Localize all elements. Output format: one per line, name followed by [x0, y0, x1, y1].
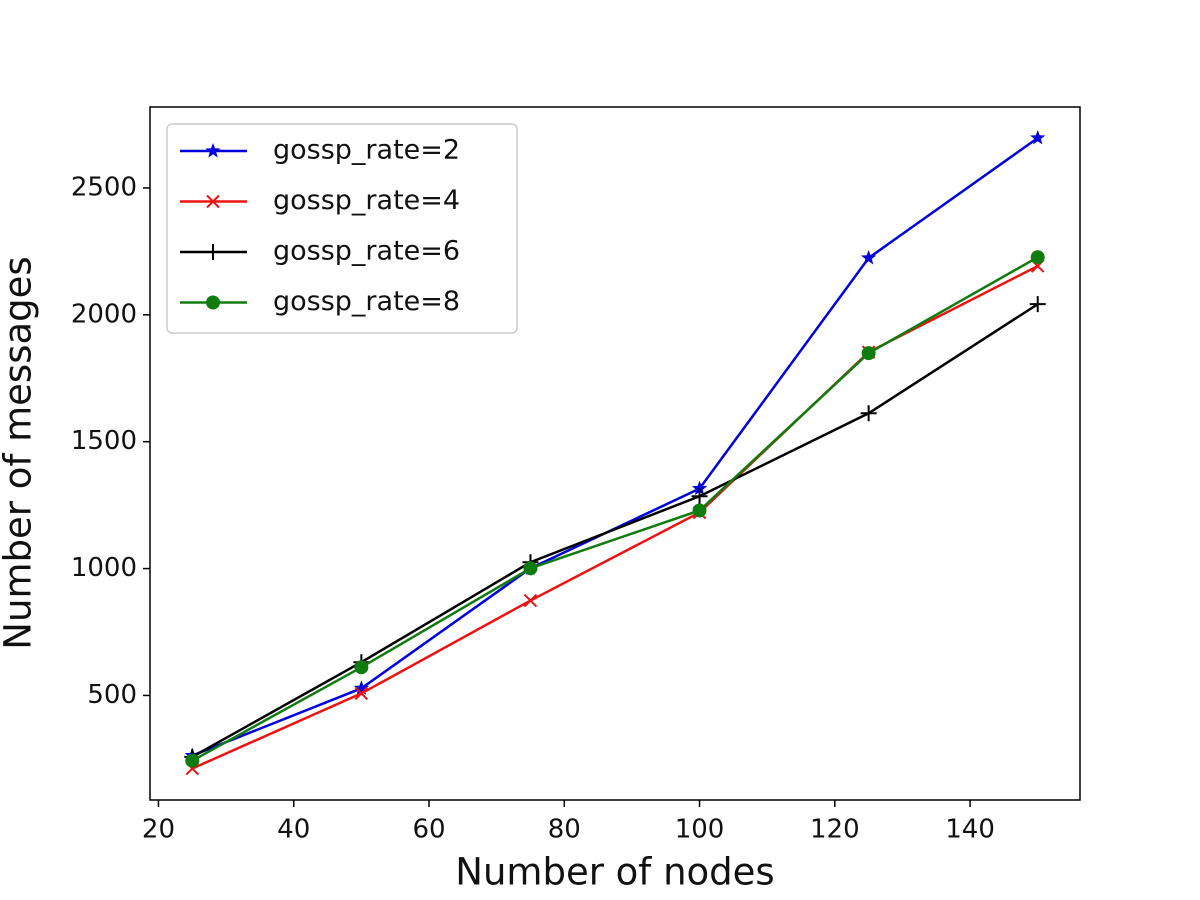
- legend-label: gossp_rate=2: [273, 135, 460, 166]
- y-tick-label: 2500: [71, 172, 137, 202]
- x-tick-label: 100: [675, 815, 725, 845]
- x-tick-label: 20: [142, 815, 175, 845]
- x-tick-label: 60: [412, 815, 445, 845]
- marker: [691, 480, 708, 496]
- series-line: [191, 256, 1039, 762]
- y-tick-label: 500: [87, 680, 137, 710]
- marker: [861, 346, 876, 361]
- x-tick-label: 80: [548, 815, 581, 845]
- series-line: [191, 303, 1039, 758]
- marker: [861, 250, 877, 265]
- y-tick-label: 2000: [71, 299, 137, 329]
- marker: [185, 753, 200, 768]
- legend-marker: [206, 194, 220, 209]
- legend-label: gossp_rate=8: [273, 286, 460, 317]
- marker: [1029, 296, 1046, 313]
- series-line: [191, 264, 1039, 770]
- y-tick-label: 1500: [71, 426, 137, 456]
- y-axis-label: Number of messages: [0, 256, 40, 649]
- y-tick-label: 1000: [71, 553, 137, 583]
- legend-marker: [205, 143, 221, 158]
- legend-label: gossp_rate=4: [273, 185, 460, 216]
- legend-box: [166, 123, 518, 334]
- legend-label: gossp_rate=6: [273, 236, 460, 267]
- marker: [354, 686, 369, 701]
- plot-frame: [149, 106, 1081, 801]
- marker: [523, 561, 538, 576]
- marker: [692, 503, 707, 518]
- legend-marker: [206, 295, 220, 310]
- legend-marker: [205, 244, 221, 260]
- x-axis-label: Number of nodes: [455, 851, 774, 894]
- marker: [1030, 130, 1046, 145]
- legend: gossp_rate=2 gossp_rate=4 gossp_rate=6goss…: [166, 123, 518, 334]
- marker: [860, 405, 877, 422]
- marker: [691, 488, 708, 505]
- marker: [1030, 250, 1045, 265]
- marker: [523, 593, 538, 608]
- x-tick-label: 140: [945, 815, 995, 845]
- marker: [354, 660, 369, 675]
- x-tick-label: 40: [277, 815, 310, 845]
- x-tick-label: 120: [810, 815, 860, 845]
- marker: [353, 680, 369, 695]
